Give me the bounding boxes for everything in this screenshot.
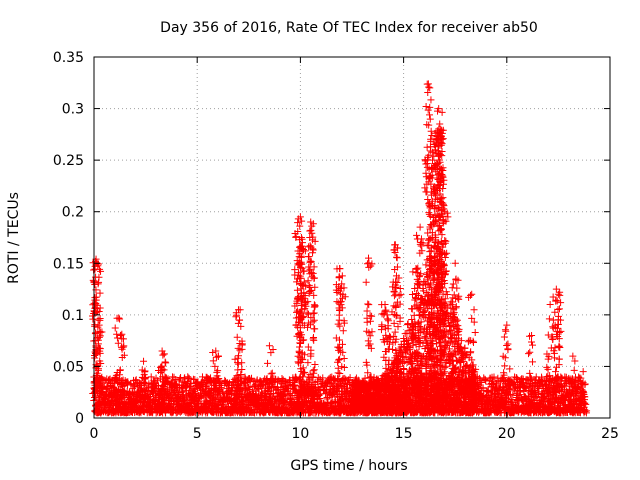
data-point	[333, 298, 341, 306]
data-point	[96, 289, 104, 297]
data-point	[159, 351, 167, 359]
data-point	[389, 346, 397, 354]
data-point	[161, 358, 169, 366]
data-point	[293, 286, 301, 294]
data-point	[109, 383, 117, 391]
data-point	[332, 334, 340, 342]
data-point	[311, 283, 319, 291]
data-point	[427, 96, 435, 104]
data-point	[140, 374, 148, 382]
data-point	[154, 377, 162, 385]
data-point	[335, 311, 343, 319]
data-point	[306, 258, 314, 266]
data-point	[384, 315, 392, 323]
data-point	[424, 196, 432, 204]
data-point	[140, 378, 148, 386]
data-point	[218, 388, 226, 396]
data-point	[95, 321, 103, 329]
data-point	[233, 333, 241, 341]
data-point	[422, 160, 430, 168]
data-point	[265, 342, 273, 350]
data-point	[264, 359, 272, 367]
data-point	[425, 209, 433, 217]
data-point	[234, 366, 242, 374]
data-point	[310, 309, 318, 317]
data-point	[423, 121, 431, 129]
data-point	[334, 364, 342, 372]
data-point	[365, 301, 373, 309]
data-point	[366, 332, 374, 340]
data-point	[238, 359, 246, 367]
data-point	[339, 327, 347, 335]
data-point	[378, 301, 386, 309]
data-point	[236, 306, 244, 314]
chart-title: Day 356 of 2016, Rate Of TEC Index for r…	[160, 20, 538, 36]
data-point	[416, 223, 424, 231]
data-point	[185, 375, 193, 383]
data-point	[236, 316, 244, 324]
data-point	[311, 325, 319, 333]
data-point	[366, 340, 374, 348]
data-point	[366, 317, 374, 325]
data-point	[234, 344, 242, 352]
data-point	[413, 231, 421, 239]
data-point	[336, 336, 344, 344]
data-point	[365, 259, 373, 267]
data-point	[111, 324, 119, 332]
data-point	[378, 321, 386, 329]
data-point	[340, 354, 348, 362]
data-point	[140, 357, 148, 365]
data-point	[91, 322, 99, 330]
data-points	[89, 80, 591, 417]
data-point	[396, 285, 404, 293]
data-point	[395, 292, 403, 300]
data-point	[185, 383, 193, 391]
data-point	[338, 272, 346, 280]
data-point	[162, 359, 170, 367]
data-point	[335, 273, 343, 281]
data-point	[202, 383, 210, 391]
data-point	[483, 388, 491, 396]
data-point	[426, 111, 434, 119]
data-point	[311, 360, 319, 368]
data-point	[311, 302, 319, 310]
data-point	[362, 278, 370, 286]
data-point	[426, 212, 434, 220]
data-point	[417, 242, 425, 250]
data-point	[310, 366, 318, 374]
data-point	[426, 115, 434, 123]
data-point	[296, 343, 304, 351]
data-point	[212, 353, 220, 361]
data-point	[363, 307, 371, 315]
data-point	[309, 335, 317, 343]
data-point	[268, 369, 276, 377]
data-point	[209, 349, 217, 357]
data-point	[147, 373, 155, 381]
data-point	[364, 300, 372, 308]
data-point	[423, 143, 431, 151]
data-point	[209, 357, 217, 365]
data-point	[304, 359, 312, 367]
data-point	[368, 328, 376, 336]
